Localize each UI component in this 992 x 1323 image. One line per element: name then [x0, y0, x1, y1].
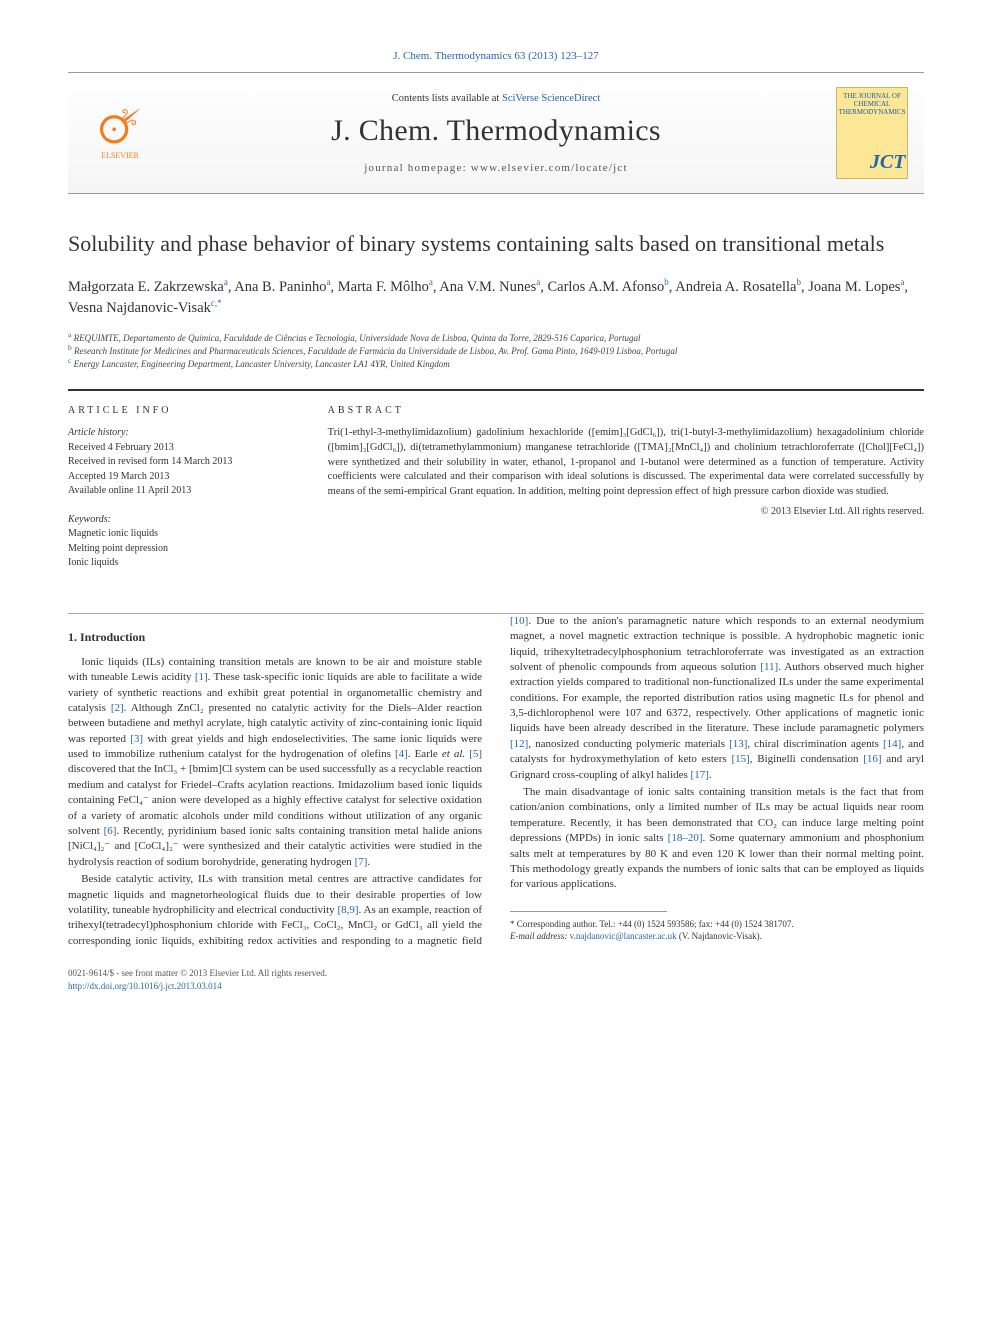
homepage-line: journal homepage: www.elsevier.com/locat… — [166, 162, 826, 174]
abstract-copyright: © 2013 Elsevier Ltd. All rights reserved… — [328, 506, 924, 517]
affiliation-c: c Energy Lancaster, Engineering Departme… — [68, 358, 924, 371]
article-title: Solubility and phase behavior of binary … — [68, 230, 924, 259]
history-item: Accepted 19 March 2013 — [68, 470, 292, 485]
journal-title: J. Chem. Thermodynamics — [166, 114, 826, 148]
elsevier-text: ELSEVIER — [101, 151, 139, 160]
article-history: Article history: Received 4 February 201… — [68, 426, 292, 499]
body-two-col: 1. Introduction Ionic liquids (ILs) cont… — [68, 614, 924, 949]
footnote-separator — [510, 911, 667, 912]
body-paragraph: Ionic liquids (ILs) containing transitio… — [68, 655, 482, 870]
page-footer: 0021-9614/$ - see front matter © 2013 El… — [68, 967, 924, 992]
info-abstract-row: ARTICLE INFO Article history: Received 4… — [68, 389, 924, 585]
keywords-head: Keywords: — [68, 513, 292, 528]
email-name: (V. Najdanovic-Visak). — [679, 931, 762, 941]
keyword-item: Ionic liquids — [68, 556, 292, 571]
abstract-label: ABSTRACT — [328, 405, 924, 416]
keyword-item: Melting point depression — [68, 542, 292, 557]
contents-prefix: Contents lists available at — [392, 93, 502, 104]
affiliations-block: a REQUIMTE, Departamento de Química, Fac… — [68, 332, 924, 371]
article-info-col: ARTICLE INFO Article history: Received 4… — [68, 389, 308, 585]
section-1-heading: 1. Introduction — [68, 630, 482, 645]
body-paragraph: The main disadvantage of ionic salts con… — [510, 785, 924, 893]
elsevier-logo: 🜚 ELSEVIER — [84, 107, 156, 160]
abstract-col: ABSTRACT Tri(1-ethyl-3-methylimidazolium… — [308, 389, 924, 585]
article-info-label: ARTICLE INFO — [68, 405, 292, 416]
sciencedirect-link[interactable]: SciVerse ScienceDirect — [502, 93, 600, 104]
history-item: Received in revised form 14 March 2013 — [68, 455, 292, 470]
corresponding-email-link[interactable]: v.najdanovic@lancaster.ac.uk — [570, 931, 677, 941]
cover-jct-text: JCT — [870, 151, 906, 174]
elsevier-tree-icon: 🜚 — [98, 107, 143, 151]
journal-cover-thumb: THE JOURNAL OF CHEMICAL THERMODYNAMICS J… — [836, 87, 908, 179]
corresponding-author-footnote: * Corresponding author. Tel.: +44 (0) 15… — [510, 918, 924, 942]
footnote-email-line: E-mail address: v.najdanovic@lancaster.a… — [510, 930, 924, 942]
doi-link[interactable]: http://dx.doi.org/10.1016/j.jct.2013.03.… — [68, 981, 222, 991]
affiliation-b: b Research Institute for Medicines and P… — [68, 345, 924, 358]
journal-header: 🜚 ELSEVIER Contents lists available at S… — [68, 72, 924, 194]
issn-line: 0021-9614/$ - see front matter © 2013 El… — [68, 967, 924, 980]
header-center: Contents lists available at SciVerse Sci… — [156, 93, 836, 174]
history-head: Article history: — [68, 426, 292, 441]
history-item: Available online 11 April 2013 — [68, 484, 292, 499]
keywords-block: Keywords: Magnetic ionic liquids Melting… — [68, 513, 292, 571]
affiliation-a: a REQUIMTE, Departamento de Química, Fac… — [68, 332, 924, 345]
homepage-url[interactable]: www.elsevier.com/locate/jct — [471, 162, 628, 174]
homepage-prefix: journal homepage: — [364, 162, 471, 174]
footnote-tel: * Corresponding author. Tel.: +44 (0) 15… — [510, 918, 924, 930]
top-citation-link[interactable]: J. Chem. Thermodynamics 63 (2013) 123–12… — [68, 50, 924, 62]
contents-line: Contents lists available at SciVerse Sci… — [166, 93, 826, 104]
abstract-text: Tri(1-ethyl-3-methylimidazolium) gadolin… — [328, 426, 924, 499]
email-label: E-mail address: — [510, 931, 567, 941]
cover-top-text: THE JOURNAL OF CHEMICAL THERMODYNAMICS — [839, 92, 906, 116]
keyword-item: Magnetic ionic liquids — [68, 527, 292, 542]
history-item: Received 4 February 2013 — [68, 441, 292, 456]
authors-line: Małgorzata E. Zakrzewskaa, Ana B. Paninh… — [68, 277, 924, 321]
